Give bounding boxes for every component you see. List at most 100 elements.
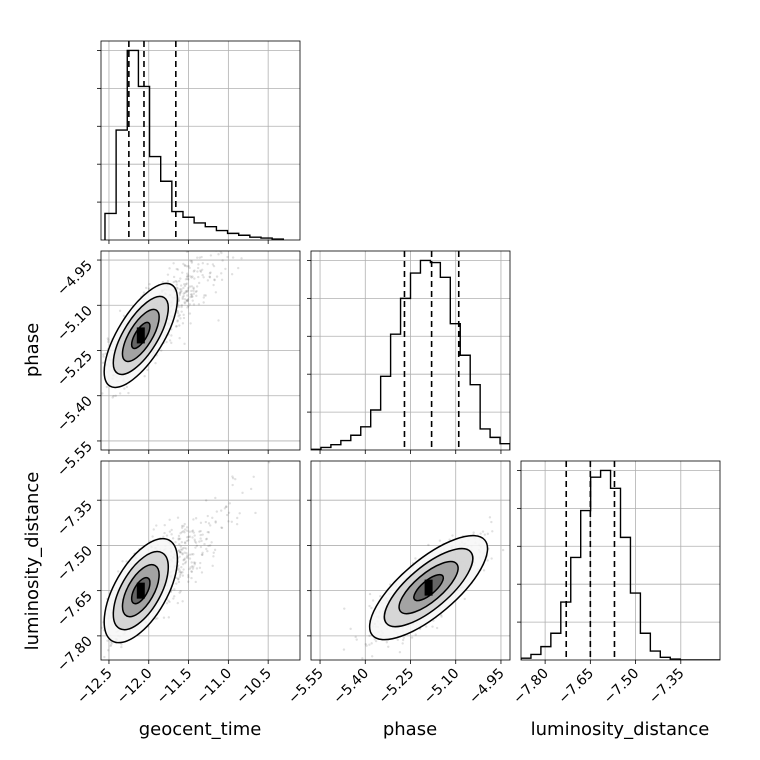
histogram-geocent-time bbox=[97, 40, 301, 244]
scatter-point bbox=[190, 285, 194, 288]
scatter-point bbox=[197, 303, 201, 306]
scatter-point bbox=[501, 548, 505, 552]
scatter-point bbox=[190, 570, 194, 574]
scatter-point bbox=[209, 544, 212, 547]
scatter-point bbox=[193, 563, 196, 566]
scatter-point bbox=[184, 547, 188, 550]
histogram-step bbox=[104, 49, 284, 240]
scatter-point bbox=[203, 542, 206, 546]
scatter-point bbox=[231, 475, 234, 478]
scatter-point bbox=[163, 523, 166, 527]
scatter-point bbox=[199, 270, 203, 273]
scatter-point bbox=[186, 277, 189, 281]
scatter-point bbox=[203, 294, 206, 297]
scatter-point bbox=[368, 592, 372, 596]
x-axis-label-phase: phase bbox=[383, 719, 437, 740]
scatter-point bbox=[176, 287, 179, 290]
scatter-point bbox=[385, 641, 389, 644]
scatter-point bbox=[184, 264, 187, 267]
scatter-point bbox=[179, 545, 183, 548]
scatter-point bbox=[209, 254, 213, 257]
scatter-point bbox=[228, 502, 231, 505]
scatter-point bbox=[488, 516, 492, 519]
scatter-point bbox=[431, 625, 434, 628]
scatter-point bbox=[105, 385, 109, 389]
scatter-point bbox=[178, 551, 182, 554]
scatter-point bbox=[427, 543, 430, 547]
scatter-point bbox=[191, 275, 194, 278]
scatter-point bbox=[371, 599, 375, 602]
scatter-point bbox=[121, 560, 124, 563]
scatter-point bbox=[185, 290, 188, 294]
scatter-point bbox=[220, 272, 223, 275]
scatter-point bbox=[202, 301, 205, 304]
scatter-point bbox=[176, 320, 179, 323]
scatter-point bbox=[192, 531, 196, 534]
scatter-point bbox=[196, 266, 200, 270]
scatter-point bbox=[185, 526, 189, 529]
scatter-point bbox=[111, 396, 114, 399]
scatter-point bbox=[181, 322, 185, 325]
scatter-point bbox=[267, 461, 271, 464]
scatter-point bbox=[186, 289, 190, 292]
scatter-point bbox=[185, 536, 189, 539]
scatter-content bbox=[342, 507, 516, 660]
scatter-point bbox=[227, 520, 230, 523]
scatter-point bbox=[236, 516, 239, 520]
scatter-point bbox=[234, 477, 237, 481]
scatter-point bbox=[217, 319, 220, 322]
scatter-point bbox=[175, 325, 179, 328]
scatter-point bbox=[183, 551, 186, 554]
scatter-point bbox=[195, 544, 199, 548]
scatter-point bbox=[170, 528, 173, 532]
scatter-point bbox=[198, 530, 201, 533]
scatter-point bbox=[174, 540, 177, 544]
scatter-point bbox=[178, 288, 182, 291]
scatter-point bbox=[182, 294, 185, 298]
scatter-point bbox=[179, 317, 182, 320]
scatter-point bbox=[186, 554, 189, 557]
scatter-point bbox=[170, 341, 173, 345]
scatter-point bbox=[370, 642, 373, 645]
x-tick-label: −11.5 bbox=[154, 666, 196, 708]
scatter-point bbox=[177, 534, 181, 538]
scatter-point bbox=[182, 313, 185, 317]
scatter-point bbox=[177, 578, 180, 581]
scatter-point bbox=[514, 507, 516, 509]
scatter-point bbox=[401, 642, 404, 645]
scatter-point bbox=[213, 278, 216, 281]
scatter-point bbox=[252, 475, 255, 478]
scatter-point bbox=[240, 257, 243, 260]
scatter-point bbox=[183, 528, 187, 531]
scatter-point bbox=[186, 299, 189, 303]
scatter-point bbox=[177, 549, 181, 552]
scatter-point bbox=[125, 385, 129, 389]
scatter-point bbox=[185, 282, 189, 285]
scatter-point bbox=[183, 291, 187, 295]
x-axis-label-geocent-time: geocent_time bbox=[139, 719, 262, 740]
scatter-point bbox=[177, 549, 180, 553]
scatter-point bbox=[160, 349, 163, 352]
y-tick-label: −4.95 bbox=[54, 258, 96, 300]
scatter-point bbox=[224, 505, 228, 508]
scatter-point bbox=[438, 539, 442, 542]
scatter-point bbox=[212, 555, 215, 558]
scatter-point bbox=[181, 562, 185, 566]
scatter-point bbox=[179, 590, 182, 593]
scatter-point bbox=[185, 298, 188, 302]
scatter-point bbox=[187, 535, 190, 539]
scatter-point bbox=[192, 292, 196, 295]
scatter-point bbox=[182, 286, 185, 290]
scatter-point bbox=[209, 271, 212, 274]
scatter-point bbox=[193, 538, 196, 541]
scatter-point bbox=[204, 520, 208, 524]
scatter-point bbox=[192, 518, 195, 521]
scatter-point bbox=[155, 524, 158, 527]
scatter-point bbox=[178, 279, 181, 283]
scatter-point bbox=[183, 264, 186, 267]
scatter-point bbox=[241, 491, 244, 495]
scatter-point bbox=[189, 259, 192, 263]
scatter-point bbox=[179, 277, 182, 280]
scatter-point bbox=[230, 520, 233, 523]
scatter-point bbox=[192, 303, 196, 306]
